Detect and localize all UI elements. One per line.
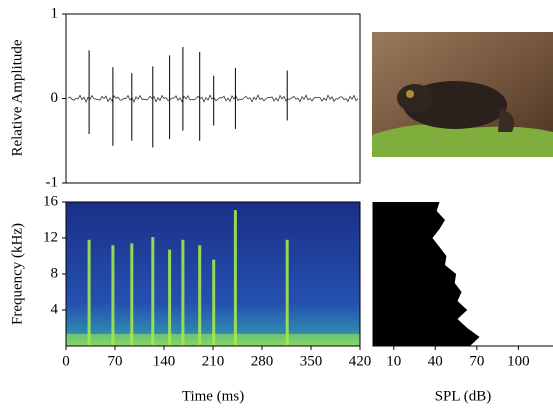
marks bbox=[67, 46, 480, 346]
y-axis-label: Relative Amplitude bbox=[9, 39, 25, 156]
noise-trace bbox=[67, 94, 359, 104]
harmonic-pulse bbox=[168, 249, 172, 346]
y-tick-label: 1 bbox=[51, 5, 59, 21]
y-axis-label: Frequency (kHz) bbox=[9, 223, 25, 325]
x-tick-label: 0 bbox=[62, 353, 70, 369]
x-tick-label: 420 bbox=[349, 353, 372, 369]
harmonic-pulse bbox=[181, 239, 185, 346]
x-tick-label: 70 bbox=[108, 353, 123, 369]
x-tick-label: 210 bbox=[202, 353, 225, 369]
spl-area bbox=[373, 202, 480, 346]
frog-head bbox=[397, 84, 433, 112]
x-tick-label: 10 bbox=[386, 353, 401, 369]
moss bbox=[372, 124, 553, 157]
y-tick-label: 8 bbox=[51, 265, 59, 281]
x-axis-label: Time (ms) bbox=[182, 388, 244, 404]
frog-leg bbox=[498, 108, 515, 132]
harmonic-pulse bbox=[130, 243, 134, 346]
harmonic-pulse bbox=[233, 210, 237, 346]
spl-frame bbox=[372, 202, 553, 347]
y-tick-label: 0 bbox=[51, 90, 59, 106]
harmonic-pulse bbox=[198, 245, 202, 346]
x-axis-label: SPL (dB) bbox=[435, 388, 492, 404]
x-tick-label: 100 bbox=[507, 353, 530, 369]
frog-eye bbox=[406, 90, 414, 98]
harmonic-pulse bbox=[285, 239, 289, 346]
x-tick-label: 280 bbox=[251, 353, 274, 369]
harmonic-pulse bbox=[212, 259, 216, 346]
frog-photo bbox=[372, 32, 553, 157]
harmonic-pulse bbox=[87, 239, 91, 346]
x-tick-label: 40 bbox=[428, 353, 443, 369]
y-tick-label: 12 bbox=[43, 229, 58, 245]
x-tick-label: 350 bbox=[300, 353, 323, 369]
y-tick-label: 4 bbox=[51, 301, 59, 317]
x-tick-label: 70 bbox=[469, 353, 484, 369]
harmonic-pulse bbox=[111, 245, 115, 346]
harmonic-pulse bbox=[151, 237, 155, 346]
y-tick-label: -1 bbox=[46, 174, 59, 190]
y-tick-label: 16 bbox=[43, 193, 59, 209]
x-tick-label: 140 bbox=[153, 353, 176, 369]
